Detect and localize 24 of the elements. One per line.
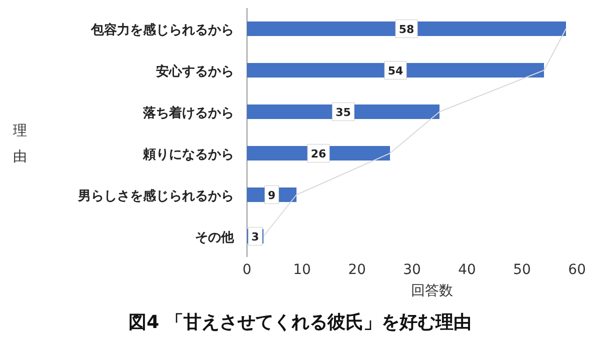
data-label: 58 <box>398 22 414 36</box>
data-label: 26 <box>310 147 326 160</box>
bar <box>247 62 544 78</box>
data-label: 3 <box>251 230 260 244</box>
y-axis-title: 理由 <box>13 123 27 165</box>
x-tick-label: 0 <box>242 262 252 278</box>
x-tick-label: 40 <box>458 262 476 278</box>
y-tick-label: 頼りになるから <box>142 147 234 162</box>
x-tick-label: 30 <box>403 262 421 278</box>
y-tick-label: 男らしさを感じられるから <box>77 188 234 204</box>
bar <box>247 21 566 36</box>
x-tick-label: 50 <box>513 262 531 278</box>
x-tick-label: 10 <box>293 262 311 278</box>
y-tick-label: 安心するから <box>156 63 234 80</box>
y-tick-label: 落ち着けるから <box>142 104 234 121</box>
y-tick-label: その他 <box>195 230 235 246</box>
x-axis-title: 回答数 <box>411 283 453 299</box>
data-label: 54 <box>388 64 404 78</box>
x-tick-label: 20 <box>348 262 366 278</box>
text: 図4 「甘えさせてくれる彼氏」を好む理由 <box>128 312 472 333</box>
y-tick-label: 包容力を感じられるから <box>90 22 234 38</box>
data-label: 9 <box>268 188 276 202</box>
x-tick-label: 60 <box>568 262 586 278</box>
data-label: 35 <box>336 106 351 119</box>
